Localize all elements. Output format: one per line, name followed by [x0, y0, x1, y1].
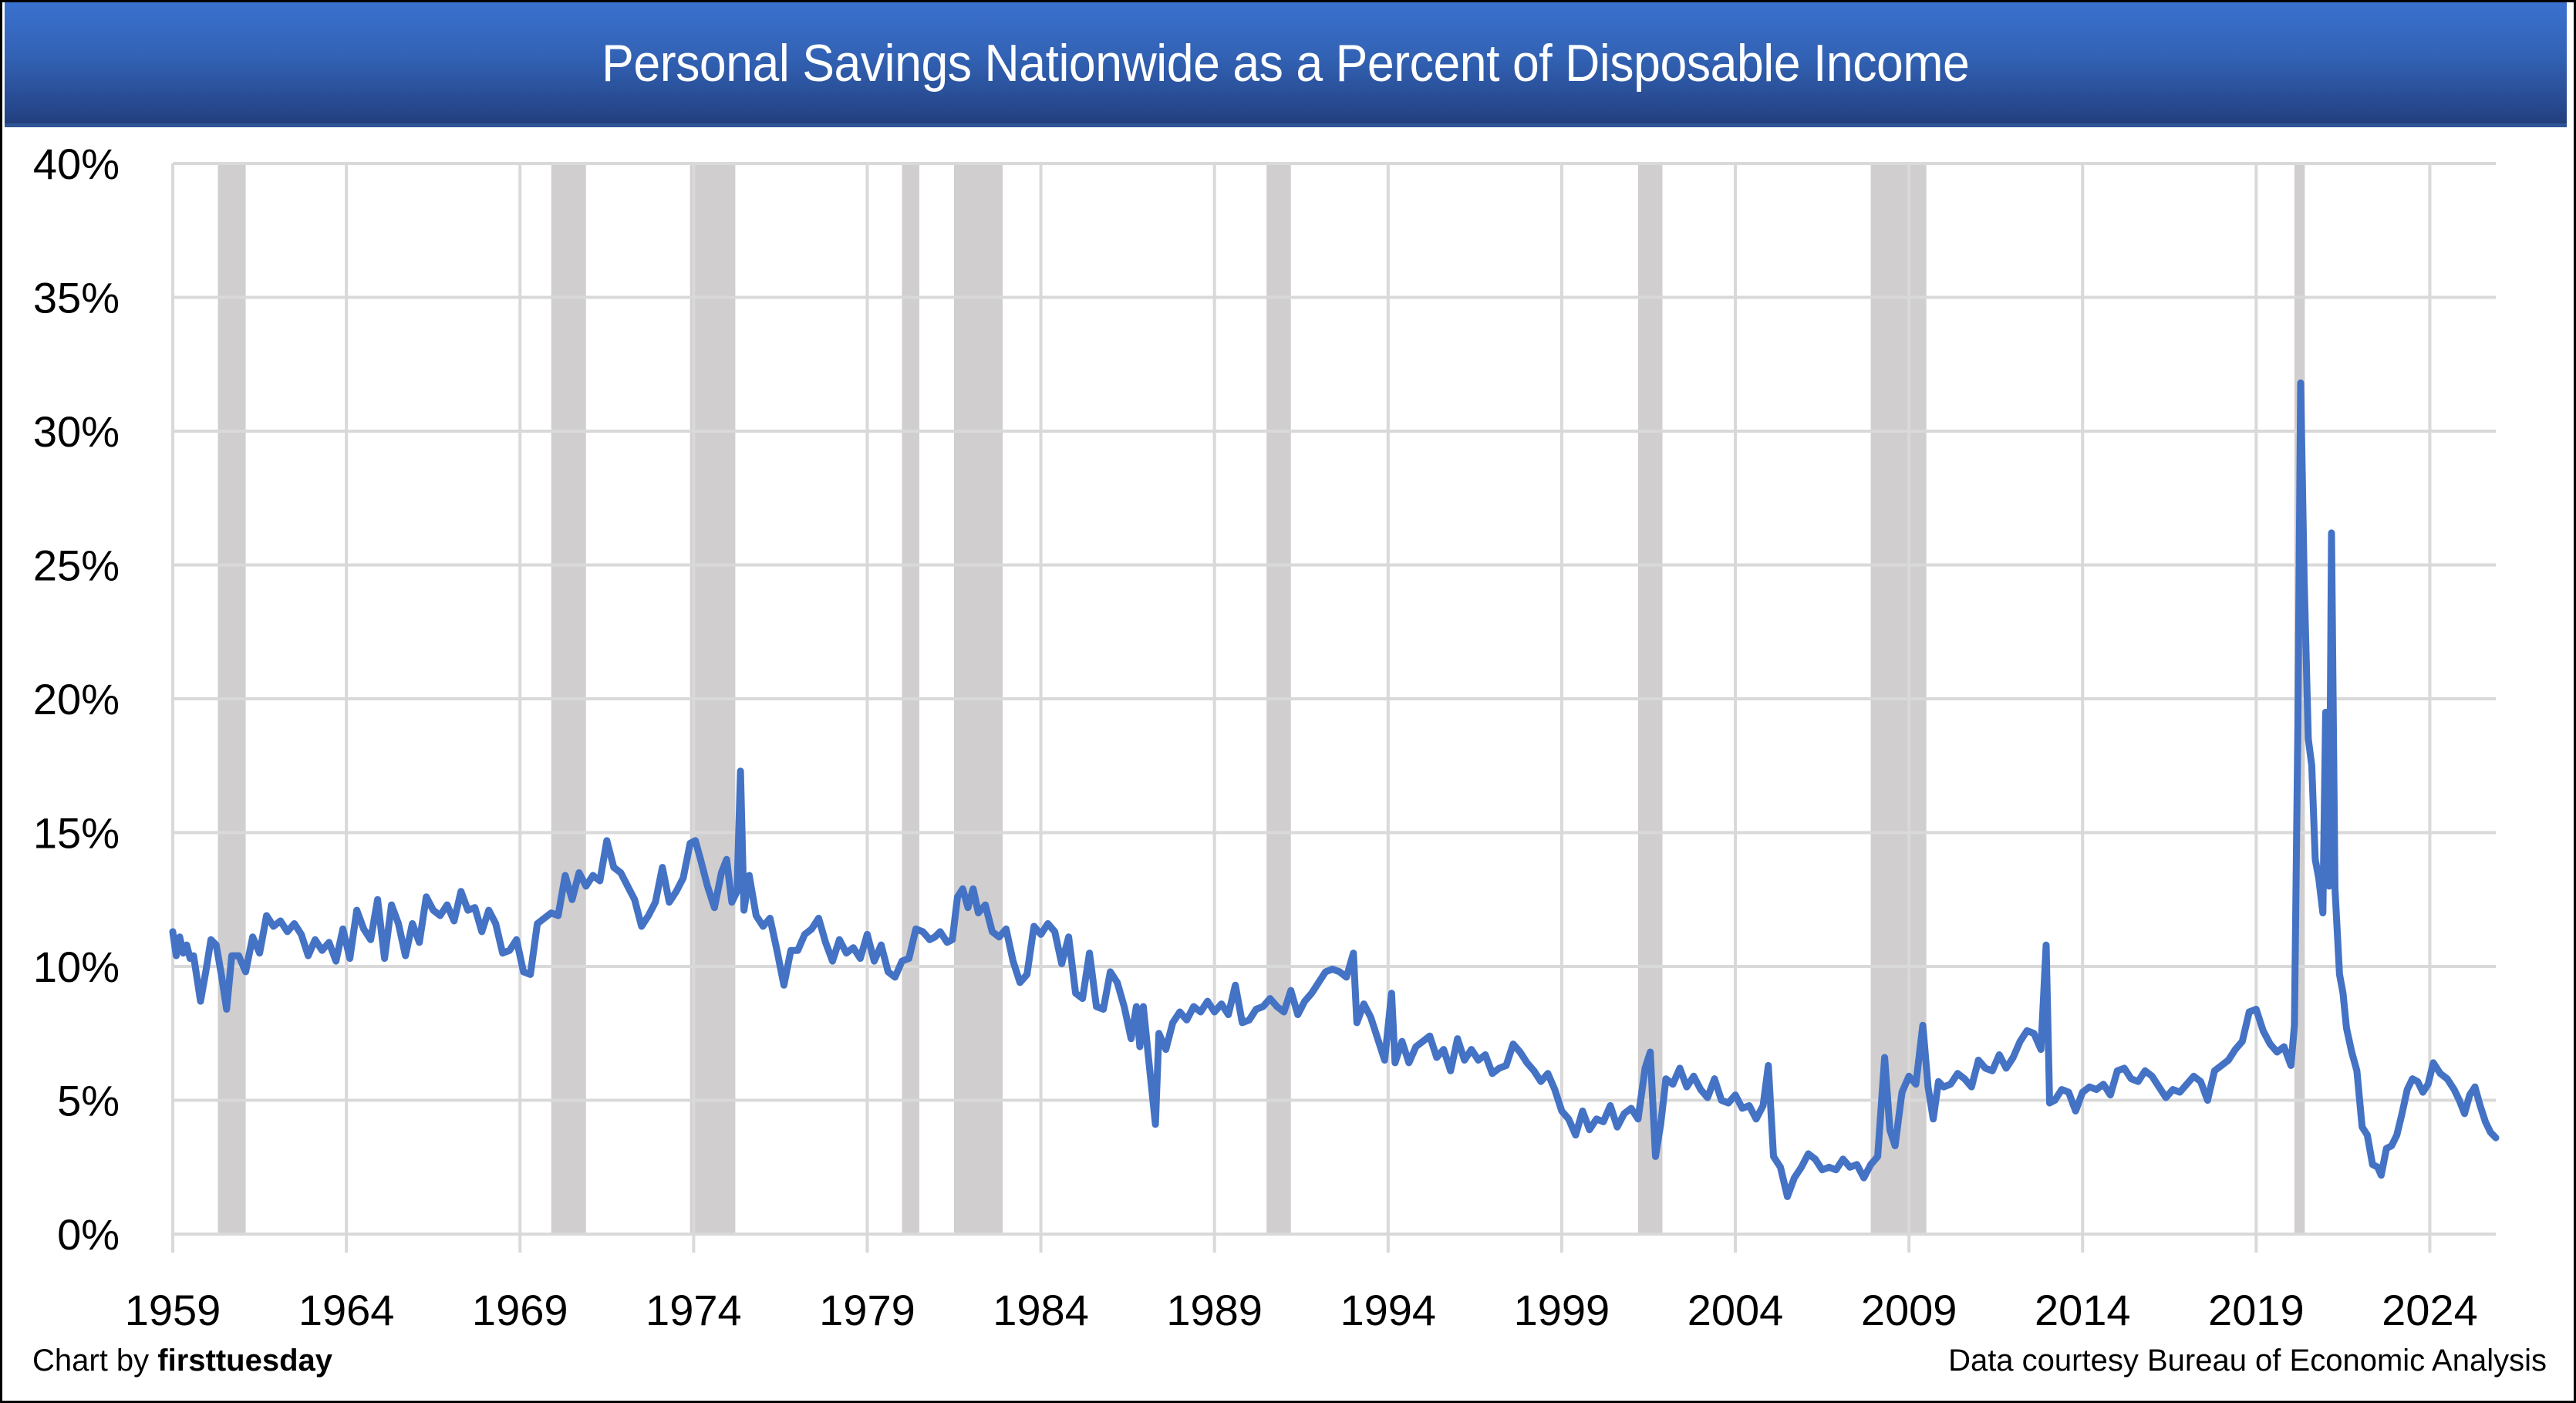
- y-tick-label: 40%: [33, 140, 120, 188]
- y-tick-label: 35%: [33, 274, 120, 322]
- y-tick-label: 10%: [33, 943, 120, 991]
- y-tick-label: 20%: [33, 675, 120, 723]
- x-tick-label: 1969: [472, 1286, 568, 1334]
- x-tick-label: 1989: [1166, 1286, 1263, 1334]
- x-tick-label: 1959: [125, 1286, 221, 1334]
- x-tick-label: 2024: [2382, 1286, 2478, 1334]
- y-tick-label: 25%: [33, 541, 120, 590]
- data-source: Data courtesy Bureau of Economic Analysi…: [1948, 1344, 2547, 1378]
- y-axis-ticks: 0% 5% 10% 15% 20% 25% 30% 35% 40%: [33, 140, 120, 1259]
- credit-brand: firsttuesday: [157, 1344, 333, 1378]
- credit-prefix: Chart by: [32, 1344, 150, 1378]
- y-tick-label: 0%: [57, 1210, 120, 1259]
- series-line: [169, 379, 2500, 1200]
- chart-title: Personal Savings Nationwide as a Percent…: [602, 33, 1970, 93]
- title-bar: Personal Savings Nationwide as a Percent…: [5, 2, 2567, 127]
- x-tick-label: 1994: [1340, 1286, 1436, 1334]
- x-tick-label: 1964: [298, 1286, 395, 1334]
- chart-credit: Chart by firsttuesday: [32, 1344, 332, 1378]
- series-layer: [169, 379, 2500, 1200]
- x-tick-label: 1984: [993, 1286, 1089, 1334]
- x-tick-label: 1974: [646, 1286, 742, 1334]
- x-tick-label: 1979: [819, 1286, 915, 1334]
- y-tick-label: 5%: [57, 1077, 120, 1125]
- x-tick-label: 2009: [1861, 1286, 1957, 1334]
- x-tick-label: 1999: [1514, 1286, 1610, 1334]
- x-tick-label: 2004: [1688, 1286, 1784, 1334]
- y-tick-label: 30%: [33, 407, 120, 456]
- x-tick-label: 2019: [2208, 1286, 2305, 1334]
- gridlines: [171, 162, 2496, 1253]
- x-tick-label: 2014: [2035, 1286, 2131, 1334]
- y-tick-label: 15%: [33, 809, 120, 858]
- x-axis-ticks: 1959 1964 1969 1974 1979 1984 1989 1994 1999 2004…: [125, 1286, 2478, 1334]
